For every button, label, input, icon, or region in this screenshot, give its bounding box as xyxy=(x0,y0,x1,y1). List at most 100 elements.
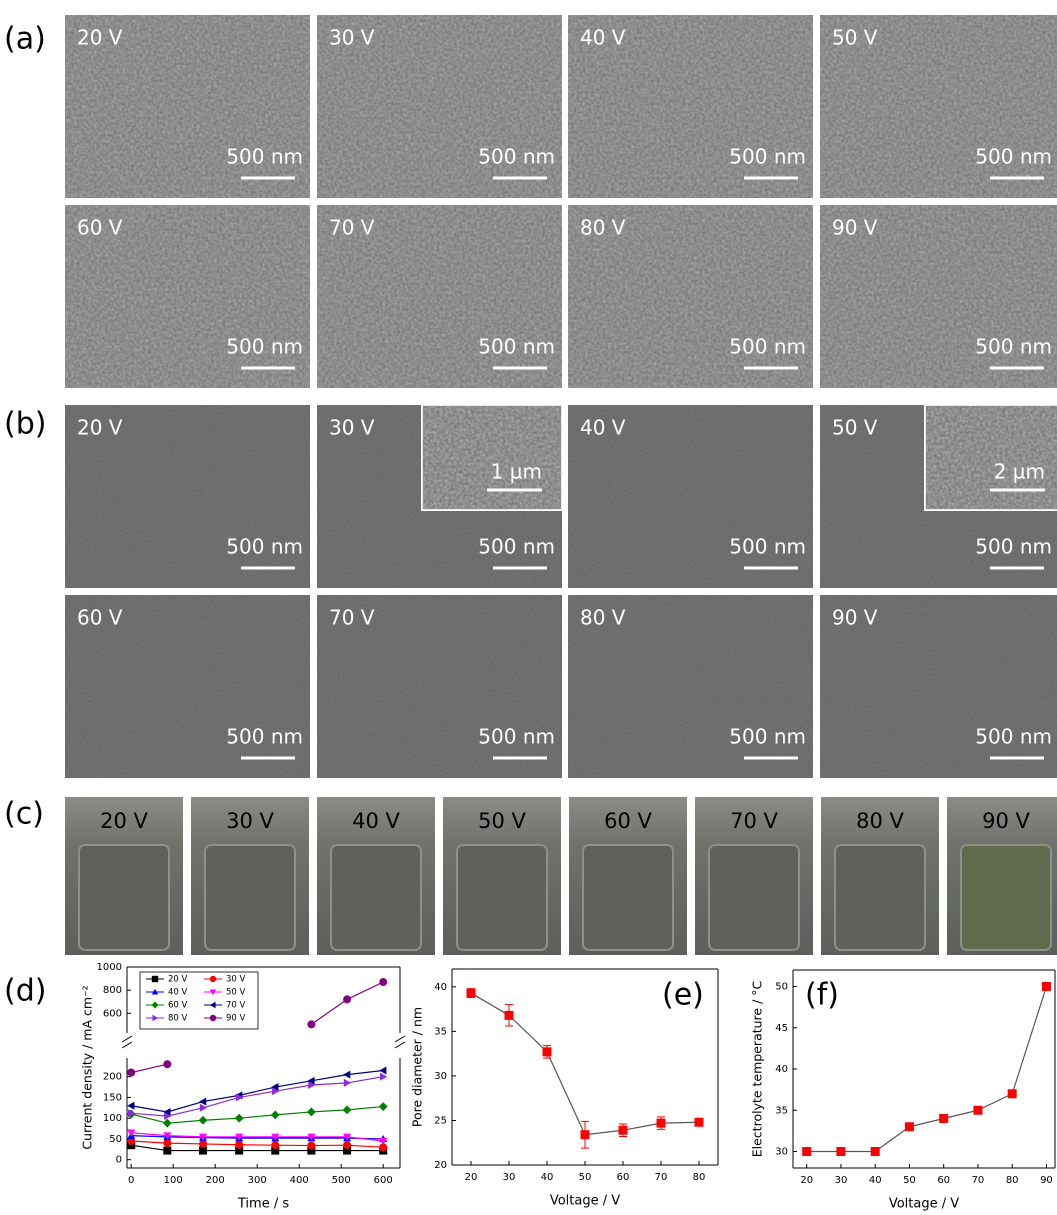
x-tick-label: 300 xyxy=(248,1175,267,1186)
marker xyxy=(802,1147,811,1156)
x-tick-label: 50 xyxy=(903,1175,916,1186)
legend-label: 70 V xyxy=(226,1001,246,1011)
x-tick-label: 50 xyxy=(579,1172,592,1183)
x-axis-title: Time / s xyxy=(237,1197,289,1212)
x-tick-label: 40 xyxy=(541,1172,554,1183)
scale-bar-label: 500 nm xyxy=(729,535,806,559)
legend-marker xyxy=(210,976,216,982)
marker xyxy=(271,1141,279,1149)
panel-label: (f) xyxy=(805,978,839,1013)
y-tick-label: 45 xyxy=(775,1023,788,1034)
x-tick-label: 20 xyxy=(465,1172,478,1183)
inset-scale-label: 2 µm xyxy=(994,460,1045,484)
marker xyxy=(343,1071,350,1079)
scale-bar-label: 500 nm xyxy=(226,535,303,559)
scale-bar-label: 500 nm xyxy=(478,335,555,359)
marker xyxy=(619,1126,628,1135)
marker xyxy=(1042,982,1051,991)
voltage-label: 60 V xyxy=(77,216,123,240)
marker xyxy=(163,1147,171,1155)
axis-break xyxy=(395,1042,405,1048)
marker xyxy=(163,1119,172,1128)
legend-marker xyxy=(152,976,158,982)
x-tick-label: 70 xyxy=(972,1175,985,1186)
marker xyxy=(235,1141,243,1149)
marker xyxy=(344,1079,351,1087)
marker xyxy=(127,1102,134,1110)
marker xyxy=(543,1047,552,1056)
beaker-label: 60 V xyxy=(604,809,652,833)
y-tick-label: 30 xyxy=(775,1147,788,1158)
marker xyxy=(271,1110,280,1119)
marker xyxy=(657,1119,666,1128)
inset-texture xyxy=(422,405,562,510)
voltage-label: 90 V xyxy=(832,216,878,240)
axis-break xyxy=(122,1042,132,1048)
scale-bar-label: 500 nm xyxy=(975,335,1052,359)
beaker-liquid xyxy=(331,845,421,950)
x-tick-label: 30 xyxy=(503,1172,516,1183)
panel-label: (b) xyxy=(4,407,46,442)
axis-break xyxy=(122,1036,132,1042)
voltage-label: 30 V xyxy=(329,416,375,440)
x-tick-label: 500 xyxy=(332,1175,351,1186)
x-tick-label: 30 xyxy=(835,1175,848,1186)
beaker-liquid xyxy=(205,845,295,950)
x-tick-label: 600 xyxy=(374,1175,393,1186)
scale-bar-label: 500 nm xyxy=(729,145,806,169)
legend-label: 90 V xyxy=(226,1014,246,1024)
marker xyxy=(505,1011,514,1020)
voltage-label: 80 V xyxy=(580,216,626,240)
panel-label: (d) xyxy=(4,974,46,1009)
scale-bar-label: 500 nm xyxy=(729,335,806,359)
x-tick-label: 60 xyxy=(617,1172,630,1183)
voltage-label: 20 V xyxy=(77,416,123,440)
beaker-liquid xyxy=(457,845,547,950)
marker xyxy=(163,1060,171,1068)
marker xyxy=(379,1102,388,1111)
y-axis-title: Current density / mA cm⁻² xyxy=(80,985,95,1149)
voltage-label: 70 V xyxy=(329,216,375,240)
beaker-liquid xyxy=(583,845,673,950)
y-tick-label: 100 xyxy=(103,1113,122,1124)
voltage-label: 40 V xyxy=(580,416,626,440)
x-tick-label: 80 xyxy=(693,1172,706,1183)
x-tick-label: 0 xyxy=(128,1175,134,1186)
scale-bar-label: 500 nm xyxy=(478,145,555,169)
marker xyxy=(836,1147,845,1156)
y-tick-label: 600 xyxy=(103,1008,122,1019)
x-tick-label: 40 xyxy=(869,1175,882,1186)
inset-texture xyxy=(925,405,1057,510)
inset-scale-label: 1 µm xyxy=(491,460,542,484)
marker xyxy=(343,995,351,1003)
voltage-label: 40 V xyxy=(580,26,626,50)
legend-marker xyxy=(210,1015,216,1021)
marker xyxy=(581,1130,590,1139)
y-axis-title: Pore diameter / nm xyxy=(410,1007,425,1127)
panel-label: (c) xyxy=(4,797,44,832)
legend-label: 20 V xyxy=(168,975,188,985)
scale-bar-label: 500 nm xyxy=(226,145,303,169)
marker xyxy=(127,1069,135,1077)
x-axis-title: Voltage / V xyxy=(550,1194,620,1209)
voltage-label: 20 V xyxy=(77,26,123,50)
marker xyxy=(871,1147,880,1156)
scale-bar-label: 500 nm xyxy=(226,335,303,359)
series-line xyxy=(131,1070,383,1112)
y-tick-label: 40 xyxy=(775,1064,788,1075)
y-tick-label: 50 xyxy=(109,1134,122,1145)
beaker-label: 20 V xyxy=(100,809,148,833)
scale-bar-label: 500 nm xyxy=(478,725,555,749)
beaker-liquid xyxy=(835,845,925,950)
y-tick-label: 30 xyxy=(434,1071,447,1082)
legend-label: 40 V xyxy=(168,988,188,998)
voltage-label: 70 V xyxy=(329,606,375,630)
beaker-label: 80 V xyxy=(856,809,904,833)
y-tick-label: 35 xyxy=(775,1105,788,1116)
x-tick-label: 400 xyxy=(290,1175,309,1186)
y-tick-label: 40 xyxy=(434,982,447,993)
voltage-label: 60 V xyxy=(77,606,123,630)
beaker-label: 90 V xyxy=(982,809,1030,833)
voltage-label: 50 V xyxy=(832,416,878,440)
marker xyxy=(307,1020,315,1028)
